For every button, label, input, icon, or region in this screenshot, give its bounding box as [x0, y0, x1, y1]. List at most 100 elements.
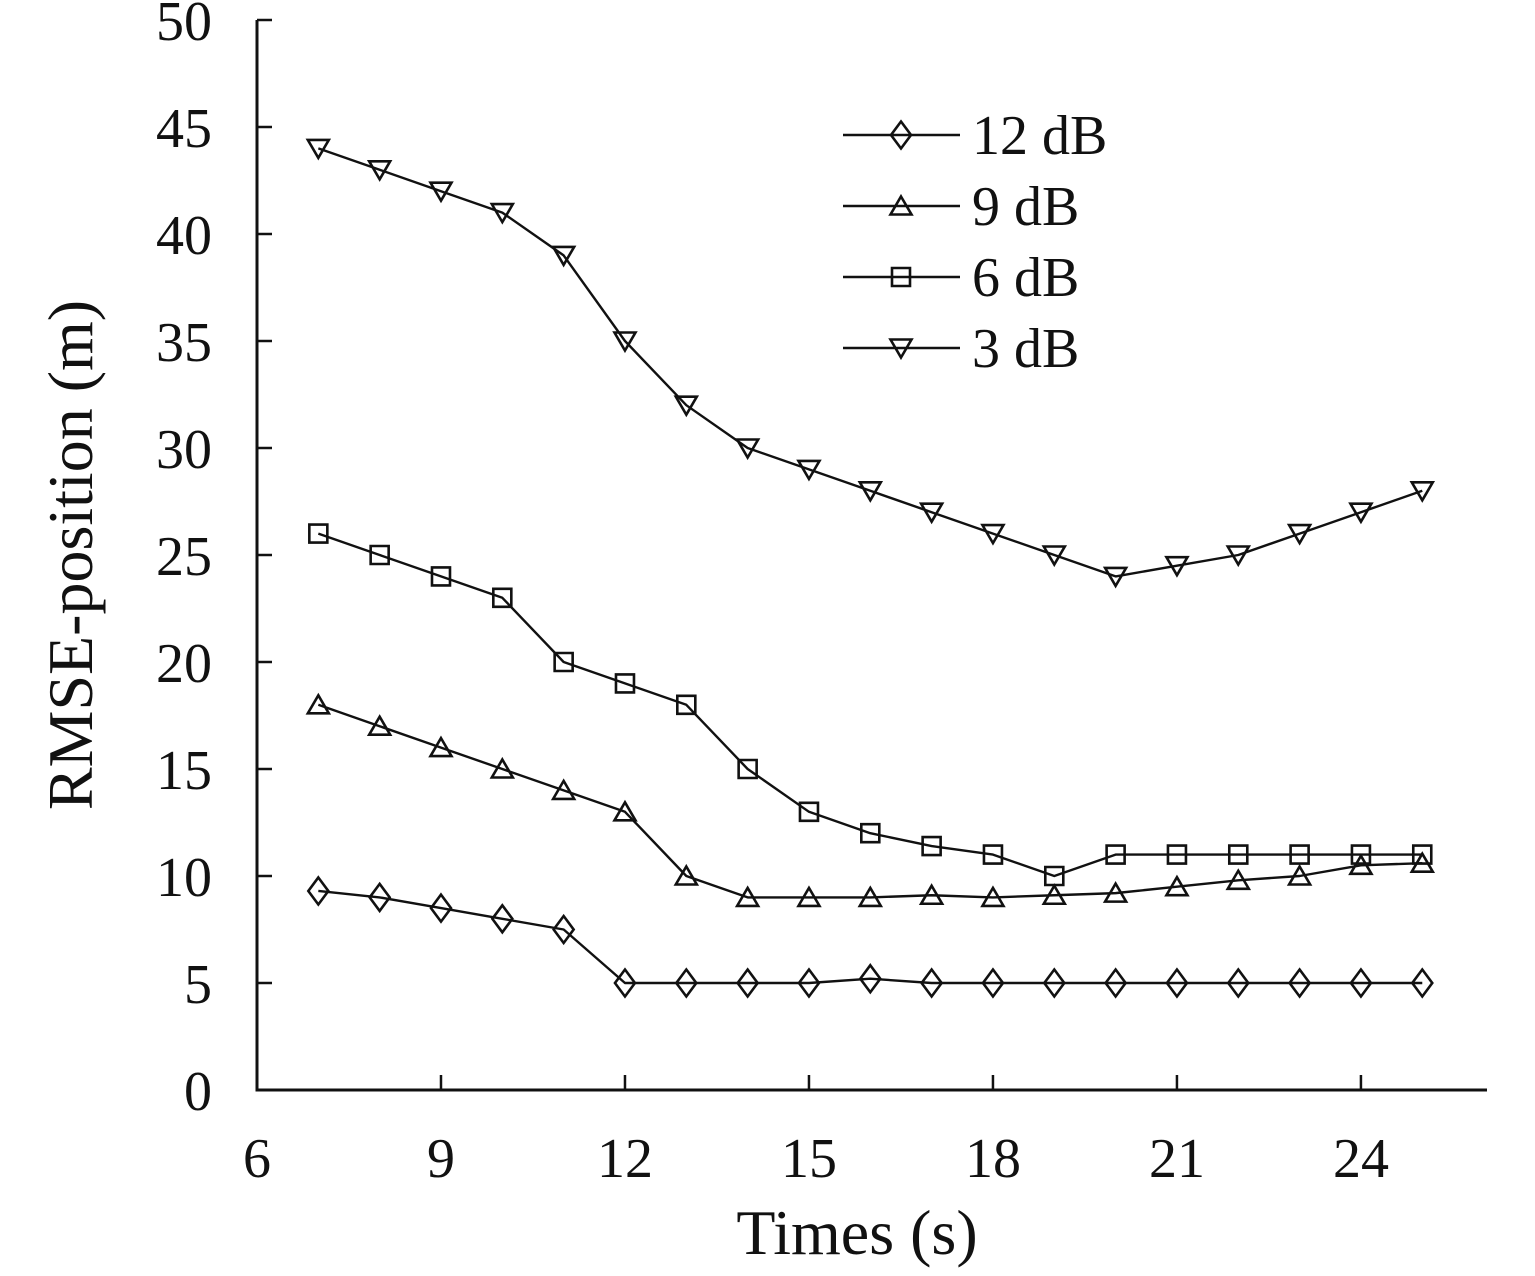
square-marker — [921, 835, 942, 857]
triangle-down-icon — [888, 338, 914, 361]
diamond-marker — [858, 963, 882, 995]
triangle-up-marker — [918, 883, 945, 906]
diamond-marker — [1287, 967, 1312, 999]
x-tick-label: 12 — [597, 1128, 653, 1190]
triangle-down-marker — [796, 459, 822, 482]
series-line — [318, 889, 1423, 985]
y-tick-label: 25 — [156, 526, 212, 588]
diamond-marker — [368, 881, 392, 914]
legend-label: 3 dB — [972, 318, 1079, 380]
y-tick-label: 50 — [156, 0, 212, 53]
legend-entry-3dB: 3 dB — [843, 318, 1079, 380]
triangle-up-marker — [1164, 874, 1190, 897]
axes: 0 5 10 15 20 25 30 35 40 45 50 6 9 12 15 18 21 24 — [156, 0, 1487, 1190]
triangle-up-marker — [1225, 868, 1252, 891]
triangle-up-marker — [612, 799, 638, 822]
diamond-marker — [429, 892, 453, 924]
series-6dB — [308, 523, 1433, 887]
diamond-marker — [1226, 967, 1250, 999]
series-3dB — [305, 138, 1436, 589]
triangle-up-marker — [857, 885, 884, 908]
triangle-down-marker — [857, 481, 884, 503]
diamond-marker — [920, 967, 944, 999]
series-line — [317, 147, 1423, 578]
triangle-up-marker — [980, 885, 1006, 908]
diamond-marker — [1042, 967, 1066, 999]
diamond-marker — [552, 913, 576, 946]
legend-label: 12 dB — [972, 105, 1107, 167]
triangle-up-marker — [734, 885, 761, 908]
square-marker — [676, 694, 697, 716]
triangle-down-marker — [1164, 555, 1190, 578]
series — [305, 138, 1436, 999]
square-marker — [798, 801, 820, 823]
diamond-marker — [490, 903, 514, 935]
square-marker — [982, 844, 1004, 865]
y-tick-label: 30 — [156, 419, 212, 481]
x-axis-label: Times (s) — [736, 1197, 977, 1268]
y-tick-label: 0 — [184, 1061, 212, 1123]
legend-entry-6dB: 6 dB — [843, 247, 1079, 309]
triangle-down-marker — [1286, 523, 1313, 546]
y-tick-label: 15 — [156, 740, 212, 802]
series-12dB — [306, 875, 1434, 999]
triangle-up-marker — [1286, 863, 1313, 886]
square-marker — [1411, 844, 1433, 865]
triangle-down-marker — [489, 202, 516, 225]
diamond-marker — [736, 967, 760, 999]
triangle-up-marker — [305, 692, 332, 715]
series-9dB — [305, 692, 1436, 908]
legend-label: 6 dB — [972, 247, 1079, 309]
diamond-marker — [1349, 967, 1373, 999]
x-tick-label: 24 — [1333, 1128, 1389, 1190]
y-tick-label: 20 — [156, 633, 212, 695]
square-marker — [1105, 844, 1126, 865]
diamond-marker — [674, 967, 698, 999]
diamond-marker — [981, 967, 1005, 999]
triangle-down-marker — [1102, 566, 1129, 589]
triangle-down-marker — [734, 438, 761, 461]
legend-entry-12dB: 12 dB — [843, 105, 1107, 167]
square-marker — [430, 566, 452, 587]
triangle-up-marker — [489, 756, 516, 779]
y-tick-label: 35 — [156, 312, 212, 374]
y-tick-label: 10 — [156, 847, 212, 909]
triangle-down-marker — [918, 502, 945, 525]
y-axis-label: RMSE-position (m) — [35, 300, 106, 810]
square-marker — [492, 587, 513, 609]
y-tick-label: 5 — [184, 954, 212, 1016]
diamond-marker — [1410, 967, 1434, 999]
y-tick-label: 45 — [156, 98, 212, 160]
series-line — [317, 703, 1423, 899]
triangle-down-marker — [550, 245, 577, 268]
triangle-up-marker — [673, 863, 700, 886]
triangle-up-marker — [1102, 881, 1129, 903]
triangle-up-marker — [428, 735, 454, 758]
diamond-marker — [306, 875, 330, 907]
triangle-down-marker — [612, 331, 638, 354]
square-marker — [1166, 844, 1188, 865]
legend: 12 dB 9 dB 6 dB 3 dB — [843, 105, 1107, 380]
x-tick-label: 18 — [965, 1128, 1021, 1190]
square-marker — [860, 822, 881, 844]
x-tick-label: 9 — [427, 1128, 455, 1190]
square-icon — [890, 266, 912, 288]
y-tick-label: 40 — [156, 205, 212, 267]
triangle-up-marker — [796, 885, 822, 908]
triangle-down-marker — [428, 181, 454, 204]
axis-spines — [255, 20, 1487, 1092]
x-tick-label: 6 — [243, 1128, 271, 1190]
diamond-marker — [797, 967, 821, 999]
triangle-down-marker — [980, 523, 1006, 546]
square-marker — [614, 673, 636, 694]
triangle-down-marker — [1041, 545, 1068, 568]
square-marker — [1227, 844, 1249, 865]
series-line — [317, 532, 1423, 878]
triangle-down-marker — [673, 395, 700, 418]
square-marker — [1350, 844, 1372, 865]
x-tick-label: 15 — [781, 1128, 837, 1190]
diamond-marker — [1165, 967, 1189, 999]
triangle-down-marker — [366, 160, 393, 182]
